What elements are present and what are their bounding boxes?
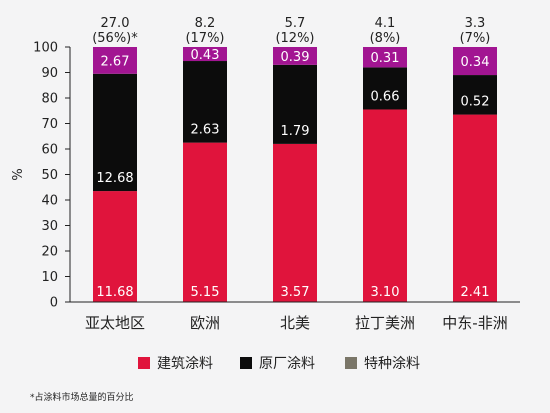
share-label: (17%) xyxy=(185,31,224,46)
y-tick-label: 20 xyxy=(41,245,58,260)
total-label: 3.3 xyxy=(465,16,486,31)
value-label-建筑涂料: 11.68 xyxy=(96,285,133,300)
legend: 建筑涂料 原厂涂料 特种涂料 xyxy=(138,356,420,372)
legend-swatch xyxy=(240,357,252,369)
bar-segment-2 xyxy=(93,73,137,192)
value-label-特种涂料: 0.34 xyxy=(461,55,490,70)
bar-segment-3 xyxy=(183,47,227,62)
x-category-label: 亚太地区 xyxy=(85,314,145,332)
value-label-特种涂料: 2.67 xyxy=(101,54,130,69)
bar-segment-1 xyxy=(183,142,227,302)
total-label: 27.0 xyxy=(101,16,130,31)
value-label-原厂涂料: 0.52 xyxy=(461,95,490,110)
legend-label: 原厂涂料 xyxy=(259,356,315,372)
y-axis-title: % xyxy=(11,168,26,180)
legend-label: 特种涂料 xyxy=(364,356,420,372)
bar-segment-3 xyxy=(453,47,497,76)
y-tick-label: 0 xyxy=(50,296,58,311)
y-tick-label: 40 xyxy=(41,194,58,209)
value-label-原厂涂料: 0.66 xyxy=(371,89,400,104)
bar-segment-3 xyxy=(363,47,407,68)
y-tick-label: 100 xyxy=(33,41,58,56)
value-label-原厂涂料: 1.79 xyxy=(281,124,310,139)
total-label: 4.1 xyxy=(375,16,396,31)
value-label-特种涂料: 0.43 xyxy=(191,48,220,63)
bar-segment-1 xyxy=(453,114,497,302)
value-label-特种涂料: 0.31 xyxy=(371,51,400,66)
x-category-label: 拉丁美洲 xyxy=(355,314,415,332)
legend-label: 建筑涂料 xyxy=(157,356,213,372)
bar-segment-1 xyxy=(363,109,407,302)
total-label: 8.2 xyxy=(195,16,216,31)
y-tick-label: 30 xyxy=(41,219,58,234)
bar-segment-2 xyxy=(363,67,407,110)
value-label-建筑涂料: 3.57 xyxy=(281,285,310,300)
y-tick-label: 90 xyxy=(41,66,58,81)
bar-segment-3 xyxy=(93,47,137,74)
legend-swatch xyxy=(345,357,357,369)
y-tick-label: 80 xyxy=(41,92,58,107)
y-tick-label: 50 xyxy=(41,168,58,183)
y-tick-label: 10 xyxy=(41,270,58,285)
bar-segment-1 xyxy=(93,191,137,302)
labels-layer: 11.6812.682.6727.0(56%)*5.152.630.438.2(… xyxy=(92,16,490,300)
y-tick-label: 60 xyxy=(41,143,58,158)
value-label-建筑涂料: 5.15 xyxy=(191,285,220,300)
value-label-建筑涂料: 2.41 xyxy=(461,285,490,300)
share-label: (12%) xyxy=(275,31,314,46)
bar-segment-2 xyxy=(183,61,227,143)
legend-swatch xyxy=(138,357,150,369)
bar-segment-1 xyxy=(273,143,317,302)
value-label-原厂涂料: 12.68 xyxy=(96,171,133,186)
bars-layer xyxy=(93,47,497,302)
bar-segment-2 xyxy=(273,64,317,144)
bar-segment-3 xyxy=(273,47,317,65)
value-label-建筑涂料: 3.10 xyxy=(371,285,400,300)
y-tick-label: 70 xyxy=(41,117,58,132)
axes-layer: 0 10 20 30 40 50 60 70 80 90 100% 亚太地区 欧洲 北美 拉丁美洲 中东-非洲 xyxy=(11,41,520,332)
x-category-label: 中东-非洲 xyxy=(442,314,507,332)
share-label: (8%) xyxy=(370,31,401,46)
share-label: (7%) xyxy=(460,31,491,46)
share-label: (56%)* xyxy=(92,31,138,46)
x-category-label: 北美 xyxy=(280,314,310,332)
value-label-特种涂料: 0.39 xyxy=(281,50,310,65)
bar-segment-2 xyxy=(453,75,497,115)
value-label-原厂涂料: 2.63 xyxy=(191,123,220,138)
total-label: 5.7 xyxy=(285,16,306,31)
footnote: *占涂料市场总量的百分比 xyxy=(30,393,134,403)
x-category-label: 欧洲 xyxy=(190,314,220,332)
